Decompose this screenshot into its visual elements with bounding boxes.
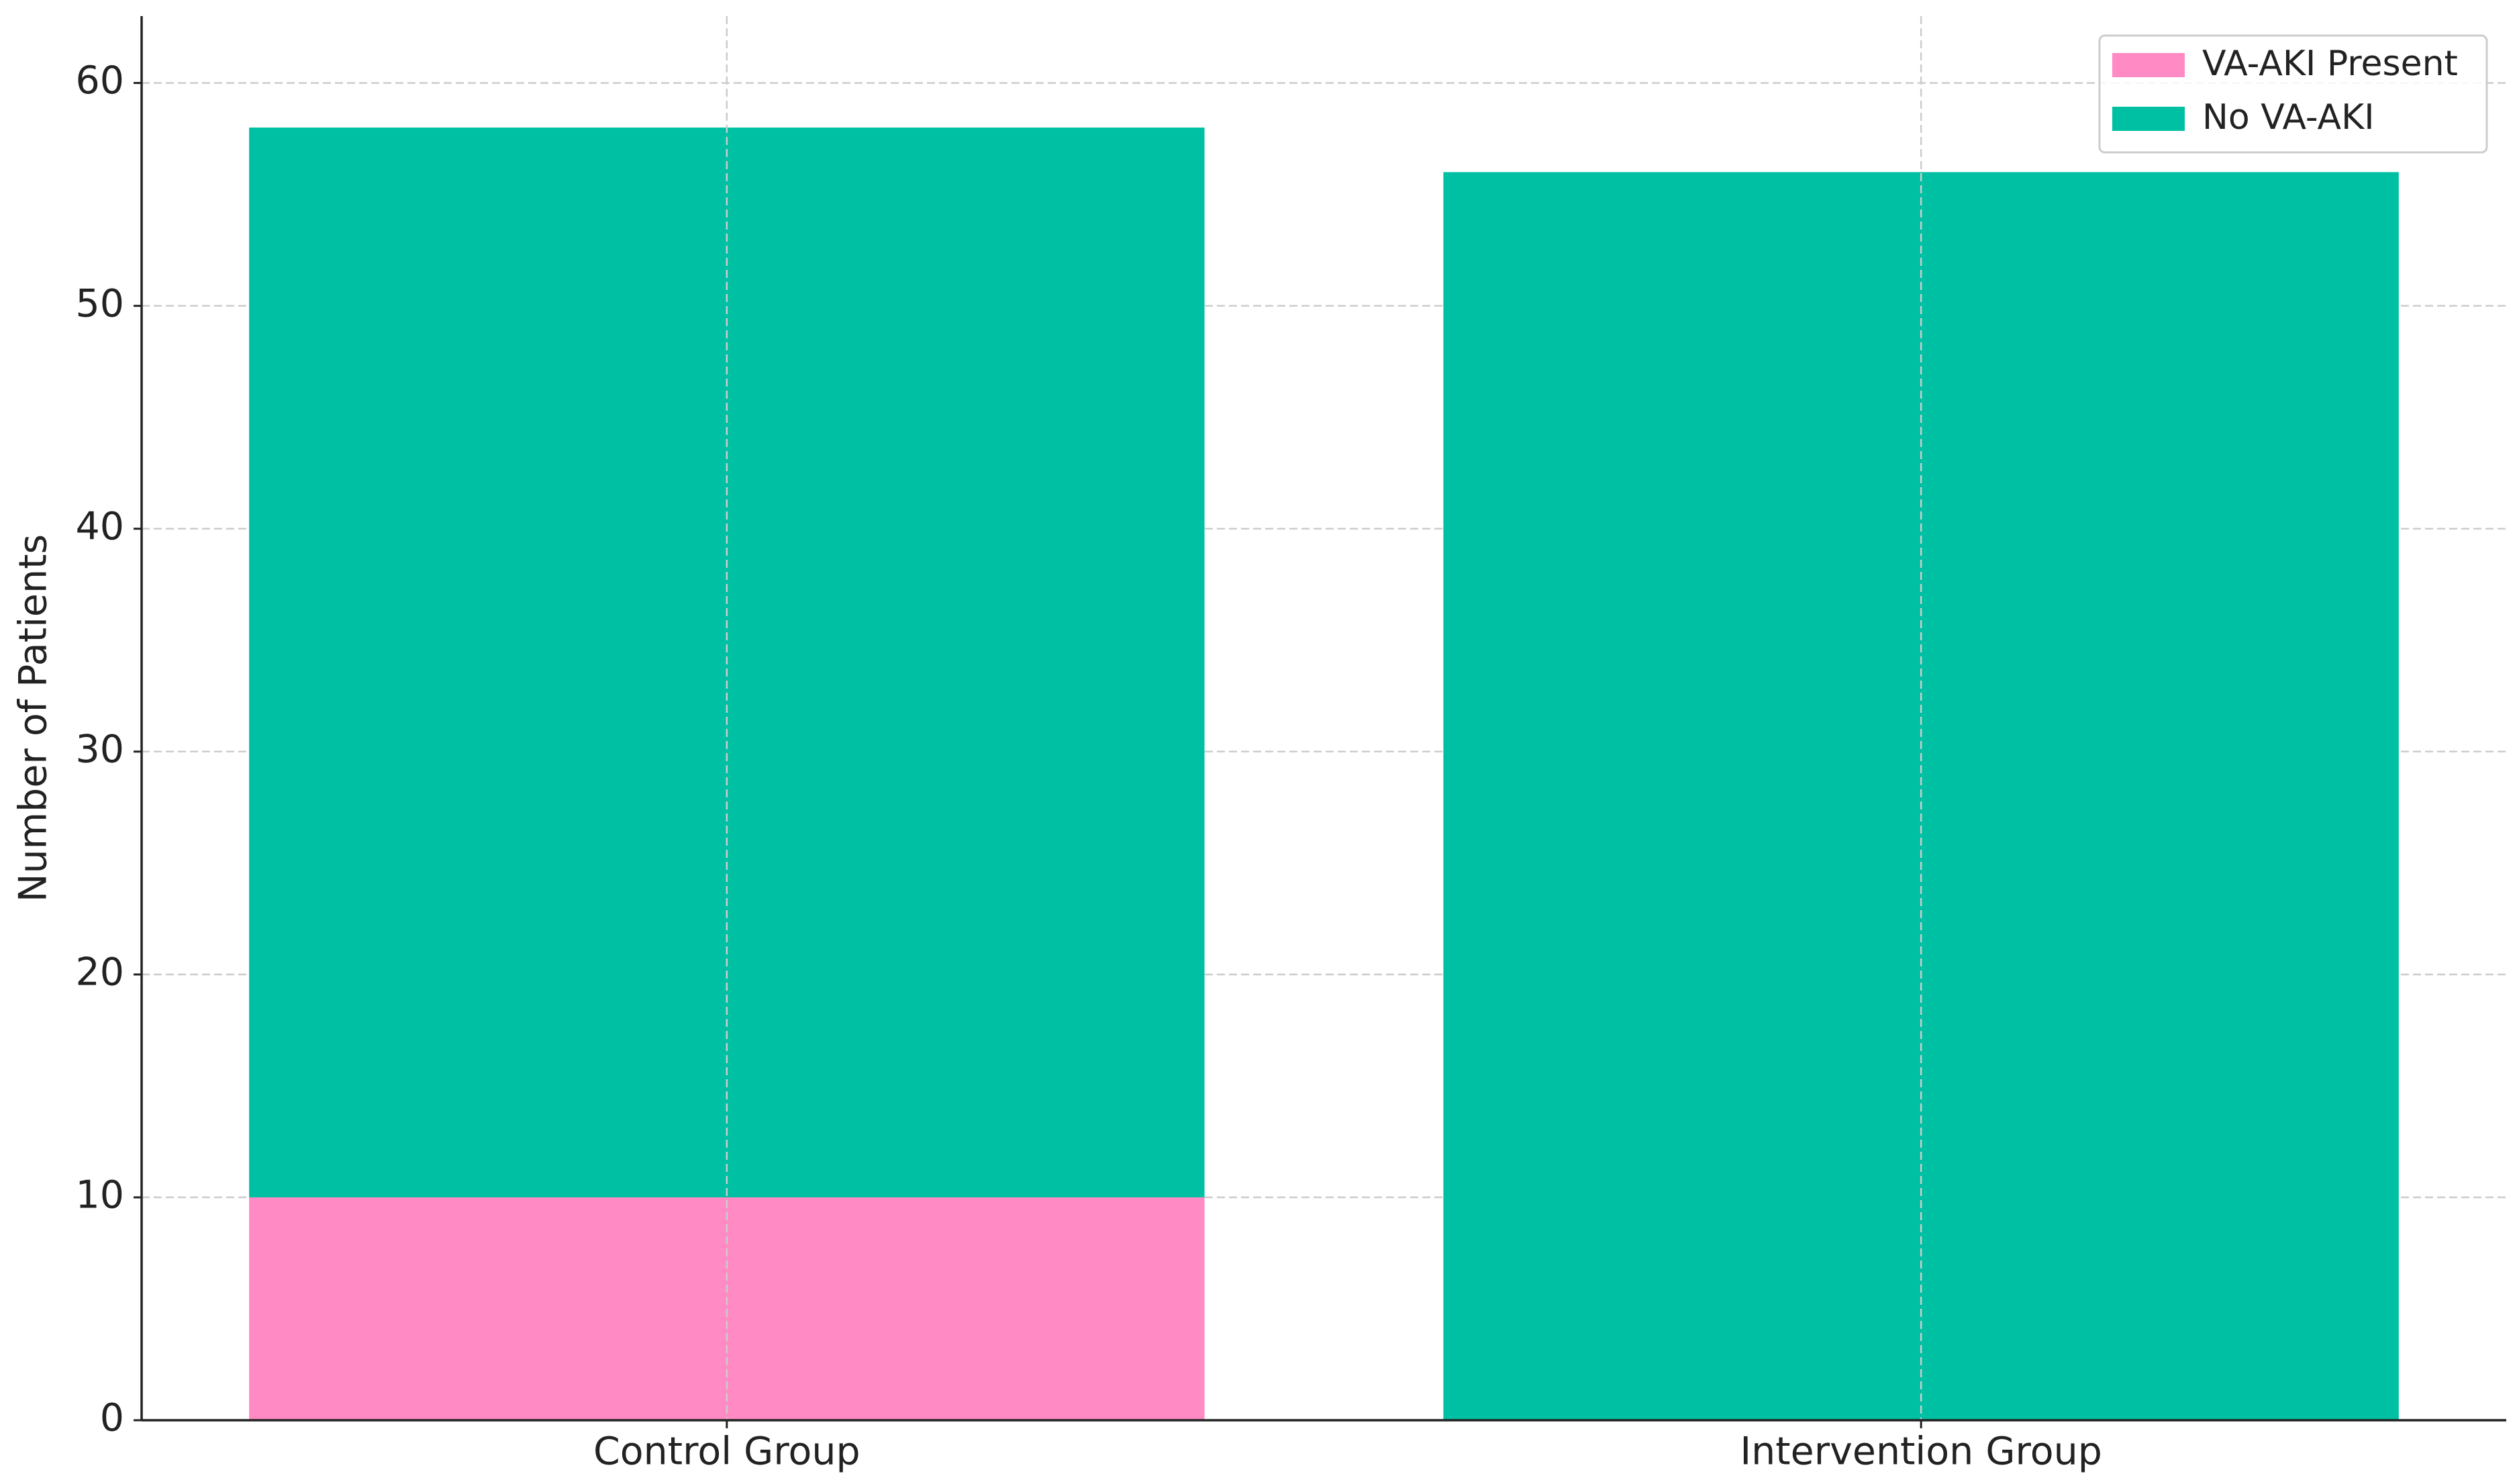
y-tick-label: 0 bbox=[100, 1396, 124, 1440]
legend-box bbox=[2098, 34, 2488, 154]
legend-label: No VA-AKI bbox=[2202, 97, 2375, 138]
y-tick-label: 50 bbox=[75, 281, 124, 326]
x-tick-label: Control Group bbox=[593, 1430, 860, 1474]
y-tick-label: 40 bbox=[75, 504, 124, 548]
y-axis-label: Number of Patients bbox=[11, 534, 56, 902]
y-tick-label: 10 bbox=[75, 1173, 124, 1218]
legend: VA-AKI Present No VA-AKI bbox=[2098, 34, 2488, 154]
y-tick-label: 30 bbox=[75, 727, 124, 771]
x-tick-label: Intervention Group bbox=[1740, 1430, 2102, 1474]
legend-swatch bbox=[2112, 107, 2185, 131]
bars bbox=[249, 128, 2399, 1420]
y-tick-label: 60 bbox=[75, 58, 124, 103]
legend-swatch bbox=[2112, 53, 2185, 77]
legend-label: VA-AKI Present bbox=[2202, 44, 2458, 84]
y-tick-label: 20 bbox=[75, 950, 124, 994]
